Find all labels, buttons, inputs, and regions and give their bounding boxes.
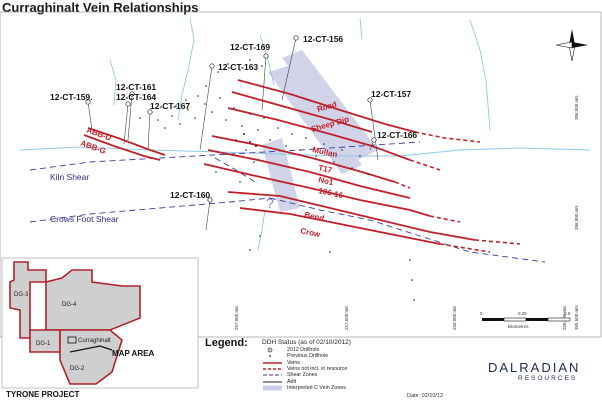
drillhole-label: 12-CT-167 [150,101,190,111]
drillhole-label: 12-CT-160 [170,190,210,200]
legend-item: 2012 Drillhole [262,347,347,353]
adit-icon [262,379,284,385]
drillhole-2012-icon [262,347,284,353]
scale-tick: 0.25 [518,311,527,316]
shear-label: Crows Foot Shear [50,214,119,224]
drillhole-label: 12-CT-157 [371,89,411,99]
legend: 2012 Drillhole Previous Drillhole Veins … [262,347,347,391]
project-label: TYRONE PROJECT [6,390,80,399]
inset-map [1,257,199,389]
map-title: Curraghinalt Vein Relationships [2,0,199,15]
block-label: DG-4 [62,302,77,308]
drillhole-label: 12-CT-161 [116,82,156,92]
veins [83,79,476,245]
vein-label: 106-16 [318,186,345,200]
interpreted-vein-zones [262,50,378,212]
vein-dashed-icon [262,366,284,372]
shear-label: Kiln Shear [50,172,89,182]
northing-label: 385,500 mN [574,305,579,330]
veins-not-in-resource [394,131,521,253]
previous-drillholes [139,59,415,301]
scale-bar [482,317,571,322]
previous-drillhole-icon [262,353,284,359]
scale-unit: kilometres [508,324,529,329]
legend-item: Veins not incl. in resource [262,366,347,372]
legend-item: Previous Drillhole [262,353,347,359]
easting-label: 258,000 mE [452,306,457,330]
legend-item: Adit [262,378,347,385]
vein-label: No1 [318,175,335,187]
drillhole-label: 12-CT-166 [377,130,417,140]
scale-tick: 0 [480,311,483,316]
vein-label: Crow [300,226,322,239]
legend-title: Legend: [205,337,248,349]
legend-item: Veins [262,360,347,366]
block-label: DG-2 [70,366,85,372]
easting-label: 257,000 mE [234,306,239,330]
company-name: DALRADIAN [488,360,581,375]
north-arrow-icon [555,29,588,62]
northing-label: 386,500 mN [574,95,579,120]
drillhole-label: 12-CT-163 [218,62,258,72]
drillhole-traces [87,37,379,231]
vein-zone-icon [262,385,284,391]
place-label: Curraghinalt [78,338,111,344]
company-logo: DALRADIAN RESOURCES [488,360,580,382]
map-area-label: MAP AREA [112,349,154,358]
vein-label: T17 [318,163,334,175]
vein-line-icon [262,360,284,366]
shear-zone-icon [262,372,284,378]
legend-status: DDH Status (as of 02/10/2012) [262,339,351,346]
legend-item: Shear Zones [262,372,347,378]
block-label: DG-3 [14,292,29,298]
company-sub: RESOURCES [518,375,578,382]
drillhole-label: 12-CT-159. [50,92,93,102]
rivers [19,17,591,251]
vein-label: Bend [304,210,326,223]
northing-label: 386,000 mN [574,205,579,230]
easting-label: 257,500 mE [344,306,349,330]
legend-item: Interpreted C Vein Zones [262,385,347,391]
drillhole-label: 12-CT-169 [230,42,270,52]
drillhole-label: 12-CT-164 [116,92,156,102]
date-label: Date: 02/10/12 [407,393,444,399]
drillhole-collars [85,35,377,203]
drillhole-label: 12-CT-156 [303,34,343,44]
block-label: DG-1 [36,341,51,347]
uncertainty-mark: ? [266,195,274,211]
scale-tick: 0.5 [564,311,571,316]
